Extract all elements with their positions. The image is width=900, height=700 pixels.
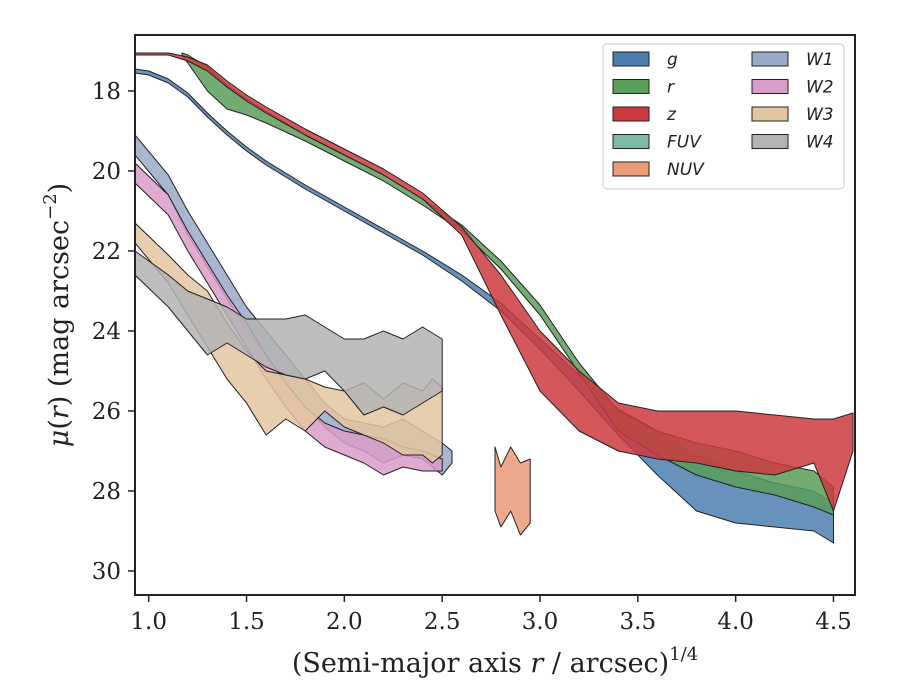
x-tick-label: 3.0: [522, 609, 559, 635]
legend-label-r: r: [667, 78, 675, 98]
legend-label-w1: W1: [806, 50, 834, 70]
x-tick-label: 4.5: [815, 609, 852, 635]
y-tick-label: 20: [92, 159, 121, 185]
legend-label-g: g: [667, 50, 678, 70]
x-tick-label: 2.0: [326, 609, 363, 635]
y-axis-ticks: 18 20 22 24 26 28 30: [92, 79, 135, 585]
series-area-w4: [135, 250, 443, 416]
y-axis-label: μ(r) (mag arcsec−2): [40, 183, 75, 447]
x-tick-label: 1.5: [228, 609, 265, 635]
x-tick-label: 3.5: [620, 609, 657, 635]
plot-area-series: [135, 52, 854, 544]
x-tick-label: 4.0: [717, 609, 754, 635]
legend-swatch-nuv: [612, 161, 650, 177]
plot-frame: [134, 34, 856, 596]
legend-swatch-z: [612, 106, 650, 122]
legend-swatch-fuv: [612, 134, 650, 149]
y-tick-label: 30: [92, 559, 121, 585]
y-tick-label: 28: [92, 479, 121, 505]
legend-swatch-w1: [751, 51, 789, 67]
x-tick-label: 1.0: [130, 609, 167, 635]
y-tick-label: 24: [92, 319, 121, 345]
legend-label-fuv: FUV: [667, 133, 702, 153]
legend-swatch-w2: [751, 79, 789, 94]
x-axis-ticks: 1.0 1.5 2.0 2.5 3.0 3.5 4.0 4.5: [130, 595, 852, 635]
y-tick-label: 26: [92, 399, 121, 425]
legend-swatch-g: [612, 51, 650, 67]
legend-label-w3: W3: [806, 105, 834, 125]
legend-swatch-w3: [751, 106, 789, 122]
legend-swatch-w4: [751, 134, 789, 149]
legend-label-w2: W2: [806, 78, 834, 98]
x-tick-label: 2.5: [424, 609, 461, 635]
legend-label-z: z: [666, 105, 677, 125]
series-area-nuv: [494, 446, 531, 536]
y-tick-label: 22: [92, 239, 121, 265]
x-axis-label: (Semi-major axis r / arcsec)1/4: [292, 644, 698, 679]
legend-label-w4: W4: [806, 133, 834, 153]
legend-label-nuv: NUV: [667, 160, 705, 180]
legend-swatch-r: [612, 79, 650, 94]
legend: grz FUV NUV W1 W2 W3 W4: [602, 43, 845, 190]
series-area-z: [135, 52, 854, 512]
series-area-g: [135, 68, 834, 544]
y-tick-label: 18: [92, 79, 121, 105]
